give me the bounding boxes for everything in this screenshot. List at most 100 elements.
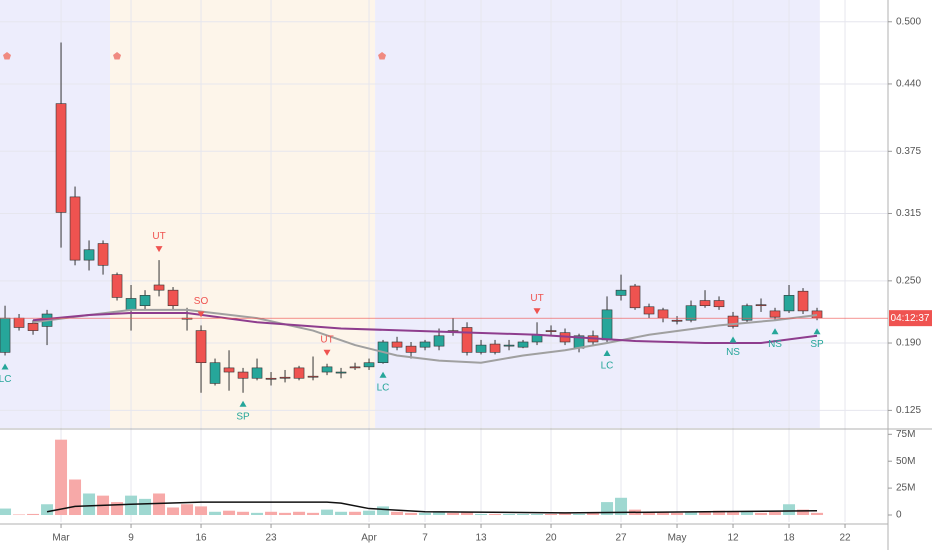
signal-label: LC [377, 382, 390, 393]
volume-bar [741, 511, 754, 516]
x-tick-label: Mar [52, 533, 70, 544]
background [0, 0, 888, 522]
signal-triangle [729, 336, 737, 343]
signal-label: SP [810, 339, 824, 350]
volume-bar [181, 504, 194, 516]
volume-bar [265, 511, 278, 516]
candle-body [83, 249, 95, 261]
signal-triangle [813, 328, 821, 335]
signal-triangle [603, 349, 611, 356]
x-tick-label: 20 [545, 533, 557, 544]
countdown: 04:12:37 [891, 313, 930, 324]
signal-triangle [1, 363, 9, 370]
y-tick-label: 75M [896, 429, 915, 440]
candle-body [321, 366, 333, 373]
x-tick-label: 22 [839, 533, 851, 544]
signal-triangle [323, 349, 331, 356]
y-tick-label: 0.250 [896, 275, 921, 286]
candle-body [0, 317, 11, 353]
volume-bar [475, 513, 488, 516]
candle-body [349, 366, 361, 369]
candle-body [69, 196, 81, 261]
x-tick-label: 27 [615, 533, 627, 544]
candle-body [517, 341, 529, 348]
volume-bar [139, 498, 152, 516]
candle-body [643, 306, 655, 315]
x-tick-label: 23 [265, 533, 277, 544]
candle-body [629, 285, 641, 309]
candle-body [671, 319, 683, 322]
candle-body [223, 367, 235, 373]
candle-body [797, 290, 809, 312]
candle-body [125, 298, 137, 311]
volume-bar [769, 511, 782, 516]
volume-bar [405, 512, 418, 516]
candle-body [489, 343, 501, 353]
candle-body [279, 376, 291, 379]
signal-label: LC [0, 374, 11, 385]
signal-triangle [379, 371, 387, 378]
signal-label: NS [726, 347, 740, 358]
volume-bar [321, 509, 334, 516]
candle-body [139, 295, 151, 307]
signal-triangle [197, 311, 205, 318]
volume-bar [503, 513, 516, 516]
candle-body [741, 305, 753, 321]
signal-label: UT [320, 334, 333, 345]
volume-bar [363, 510, 376, 516]
candle-body [657, 309, 669, 319]
volume-bar [391, 511, 404, 516]
candle-body [769, 310, 781, 318]
candle-body [601, 309, 613, 341]
volume-bar [335, 511, 348, 516]
y-tick-label: 0 [896, 510, 902, 521]
volume-bar [237, 511, 250, 516]
x-tick-label: 16 [195, 533, 207, 544]
volume-bar [83, 493, 96, 516]
candle-body [335, 371, 347, 374]
volume-bar [783, 504, 796, 516]
signal-label: SP [236, 411, 250, 422]
candle-body [13, 317, 25, 328]
x-tick-label: 7 [422, 533, 428, 544]
volume-bar [545, 513, 558, 516]
volume-bar [279, 512, 292, 516]
candle-body [713, 300, 725, 308]
signal-label: UT [530, 293, 543, 304]
volume-bar [293, 511, 306, 516]
y-tick-label: 0.500 [896, 16, 921, 27]
volume-bar [27, 513, 40, 516]
session-icon [113, 52, 122, 60]
session-band [110, 0, 376, 428]
volume-bar [223, 510, 236, 516]
volume-bar [41, 504, 54, 516]
candle-body [307, 375, 319, 378]
candle-body [475, 344, 487, 353]
signal-label: NS [768, 339, 782, 350]
signal-label: UT [152, 231, 165, 242]
volume-bar [377, 506, 390, 516]
x-tick-label: 12 [727, 533, 739, 544]
candle-body [461, 327, 473, 353]
y-tick-label: 0.440 [896, 79, 921, 90]
session-band [0, 0, 111, 428]
volume-bar [643, 511, 656, 516]
candle-body [209, 362, 221, 384]
volume-bar [685, 511, 698, 516]
y-tick-label: 50M [896, 456, 915, 467]
y-tick-label: 0.315 [896, 208, 921, 219]
volume-bar [587, 512, 600, 516]
signal-label: LC [601, 361, 614, 372]
candle-body [265, 377, 277, 380]
volume-bar [0, 508, 12, 516]
signal-triangle [155, 246, 163, 253]
x-tick-label: 18 [783, 533, 795, 544]
candle-body [195, 330, 207, 364]
candle-body [97, 243, 109, 266]
x-tick-label: 9 [128, 533, 134, 544]
candle-body [419, 341, 431, 348]
volume-bar [209, 511, 222, 516]
candle-body [293, 367, 305, 379]
volume-bar [69, 479, 82, 516]
